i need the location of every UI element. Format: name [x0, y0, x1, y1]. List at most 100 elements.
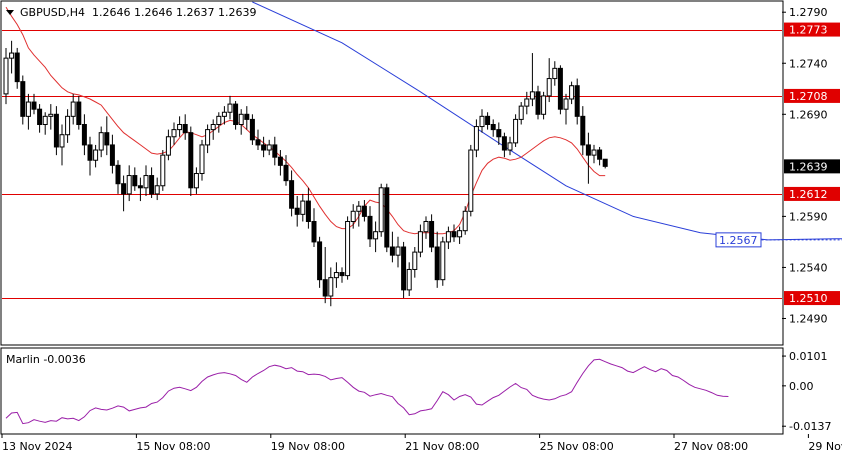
- candle: [356, 201, 362, 227]
- candle: [249, 114, 255, 145]
- candle: [496, 122, 502, 145]
- candles-layer: [3, 40, 608, 307]
- candle-body: [333, 272, 339, 279]
- candle-body: [373, 231, 379, 240]
- candle-body: [42, 115, 48, 126]
- candle: [541, 91, 547, 120]
- candle-body: [479, 115, 485, 128]
- candle-body: [266, 144, 272, 151]
- candle: [597, 146, 603, 166]
- candle: [59, 124, 65, 166]
- candle: [333, 262, 339, 288]
- candle: [317, 236, 323, 288]
- osc-tick-label: 0.0101: [789, 350, 828, 363]
- candle-body: [345, 220, 351, 277]
- candle: [210, 119, 216, 140]
- oscillator-plot-frame: [0, 347, 784, 435]
- candle: [115, 160, 121, 194]
- current-price-box: [784, 159, 840, 174]
- candle: [384, 183, 390, 253]
- candle: [322, 247, 328, 304]
- candle: [294, 195, 300, 227]
- fast-ma-line: [5, 6, 606, 235]
- candle-body: [143, 175, 149, 189]
- candle-body: [53, 113, 59, 148]
- candle-body: [361, 205, 367, 217]
- candle-body: [429, 220, 435, 248]
- candle: [339, 267, 345, 283]
- candle: [121, 175, 127, 212]
- candle: [406, 262, 412, 297]
- candle: [389, 231, 395, 263]
- oscillator-line: [5, 358, 729, 425]
- candle-body: [451, 231, 457, 238]
- candle-body: [412, 251, 418, 270]
- candle: [417, 224, 423, 258]
- candle: [473, 119, 479, 158]
- candle-body: [574, 85, 580, 117]
- candle: [557, 65, 563, 115]
- indicator-label: Marlin -0.0036: [6, 353, 86, 366]
- candle-body: [25, 101, 31, 117]
- candle: [395, 236, 401, 268]
- candle-body: [87, 144, 93, 161]
- candle: [244, 106, 250, 130]
- candle: [490, 119, 496, 137]
- candle: [216, 112, 222, 133]
- price-tick-label: 1.2490: [789, 312, 828, 325]
- candle: [501, 132, 507, 158]
- candle-body: [227, 103, 233, 113]
- main-plot-frame: [0, 0, 784, 346]
- candle-body: [188, 132, 194, 189]
- candle: [188, 126, 194, 196]
- price-tick-label: 1.2690: [789, 108, 828, 121]
- candle: [451, 224, 457, 242]
- candle-body: [98, 132, 104, 151]
- candle-body: [210, 124, 216, 131]
- level-label-box: [784, 291, 840, 306]
- candle-body: [496, 129, 502, 138]
- candle: [552, 61, 558, 86]
- price-tick-label: 1.2740: [789, 57, 828, 70]
- candle-body: [154, 185, 160, 195]
- candle-body: [485, 115, 491, 126]
- candle: [132, 167, 138, 191]
- candle: [345, 216, 351, 280]
- candle: [20, 75, 26, 125]
- candle: [233, 101, 239, 130]
- candle-body: [597, 149, 603, 160]
- time-tick-label: 15 Nov 08:00: [136, 440, 210, 453]
- candle-body: [244, 113, 250, 120]
- candle: [171, 122, 177, 145]
- ohlc-readout: 1.2646 1.2646 1.2637 1.2639: [92, 6, 256, 19]
- candle-body: [591, 149, 597, 156]
- candle-body: [193, 173, 199, 189]
- candle: [14, 47, 20, 89]
- candle: [434, 231, 440, 288]
- candle-body: [165, 136, 171, 156]
- candle: [98, 126, 104, 158]
- candle-body: [171, 129, 177, 138]
- candle-body: [389, 246, 395, 256]
- candle-body: [3, 57, 9, 95]
- candle-body: [322, 279, 328, 297]
- candle: [205, 124, 211, 154]
- time-axis: 13 Nov 2024 15 Nov 08:00 19 Nov 08:00 21 No…: [1, 434, 842, 453]
- candle-body: [462, 210, 468, 232]
- candle-body: [20, 81, 26, 117]
- candle-body: [14, 52, 20, 83]
- time-tick-label: 13 Nov 2024: [2, 440, 72, 453]
- candle: [361, 200, 367, 222]
- level-label: 1.2708: [789, 90, 828, 103]
- candle-body: [434, 246, 440, 281]
- candle: [25, 93, 31, 130]
- symbol-dropdown-icon[interactable]: [6, 10, 14, 15]
- candle-body: [602, 158, 608, 167]
- candle: [289, 170, 295, 217]
- candle: [440, 236, 446, 286]
- candle-body: [356, 205, 362, 212]
- candle: [585, 132, 591, 184]
- candle: [221, 106, 227, 125]
- candle-body: [233, 103, 239, 126]
- candle: [546, 58, 552, 103]
